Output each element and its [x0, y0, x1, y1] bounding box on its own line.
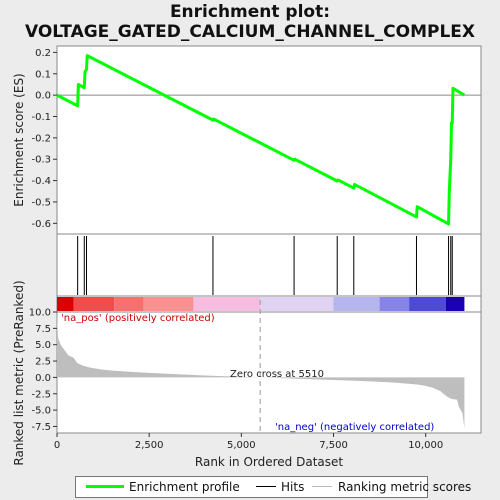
chart-title-line1: Enrichment plot:: [169, 2, 331, 22]
metric-y-tick-label: -7.5: [31, 422, 51, 433]
legend-enrichment-swatch: [86, 485, 124, 488]
legend-ranking-swatch: [312, 486, 332, 487]
metric-plot: [57, 300, 465, 433]
colorbar-segment: [114, 297, 144, 311]
legend-hits-label: Hits: [281, 480, 305, 494]
es-y-tick-label: -0.1: [31, 112, 51, 123]
colorbar-segment: [73, 297, 115, 311]
x-tick-label: 5,000: [227, 440, 256, 451]
legend-hits-swatch: [256, 486, 276, 487]
legend-ranking-label: Ranking metric scores: [338, 480, 472, 494]
metric-y-tick-label: 7.5: [35, 324, 51, 335]
zero-cross-label: Zero cross at 5510: [230, 369, 324, 380]
es-y-tick-label: 0.2: [35, 48, 51, 59]
hits-panel: [56, 233, 482, 297]
x-tick-label: 7,500: [319, 440, 348, 451]
metric-y-tick-label: 2.5: [35, 357, 51, 368]
metric-y-tick-label: 5.0: [35, 340, 51, 351]
x-tick-label: 0: [54, 440, 60, 451]
x-tick-label: 2,500: [135, 440, 164, 451]
metric-y-tick-label: 0.0: [35, 373, 51, 384]
colorbar-segment: [193, 297, 261, 311]
es-y-tick-label: 0.1: [35, 69, 51, 80]
x-tick-label: 10,000: [408, 440, 443, 451]
colorbar-segment: [143, 297, 194, 311]
colorbar-segment: [333, 297, 380, 311]
legend-enrichment-label: Enrichment profile: [129, 480, 240, 494]
metric-y-tick-label: -2.5: [31, 389, 51, 400]
neg-correlated-label: 'na_neg' (negatively correlated): [275, 422, 434, 433]
colorbar-segment: [409, 297, 446, 311]
colorbar-segment: [57, 297, 74, 311]
colorbar-segment: [379, 297, 410, 311]
es-plot: [56, 54, 481, 226]
axes: -0.6 -0.5 -0.4 -0.3 -0.2 -0.1 0.0 0.1 0.2 -7.5 -5.…: [29, 48, 443, 451]
es-line: [56, 54, 466, 226]
pos-correlated-label: 'na_pos' (positively correlated): [61, 313, 215, 324]
es-y-tick-label: -0.2: [31, 133, 51, 144]
metric-y-tick-label: -5.0: [31, 406, 51, 417]
es-y-tick-label: -0.3: [31, 155, 51, 166]
metric-axis-label: Ranked list metric (PreRanked): [12, 280, 26, 465]
es-axis-label: Enrichment score (ES): [12, 73, 26, 206]
es-y-tick-label: -0.6: [31, 219, 51, 230]
hits-plot: [77, 236, 453, 295]
es-y-tick-label: -0.4: [31, 176, 51, 187]
legend: Enrichment profile Hits Ranking metric s…: [75, 476, 471, 498]
x-axis-label: Rank in Ordered Dataset: [195, 455, 343, 469]
colorbar-segment: [445, 297, 465, 311]
colorbar-plot: [57, 297, 465, 311]
metric-y-tick-label: 10.0: [29, 308, 51, 319]
colorbar-segment: [260, 297, 334, 311]
es-y-tick-label: -0.5: [31, 197, 51, 208]
chart-title-line2: VOLTAGE_GATED_CALCIUM_CHANNEL_COMPLEX: [24, 22, 476, 42]
es-y-tick-label: 0.0: [35, 91, 51, 102]
